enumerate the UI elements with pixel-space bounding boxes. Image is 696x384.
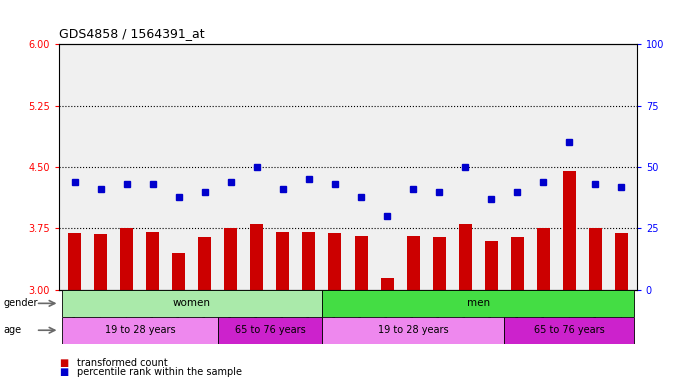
Bar bbox=[62, 317, 218, 344]
Bar bbox=[381, 278, 393, 290]
Bar bbox=[354, 236, 367, 290]
Bar bbox=[484, 241, 498, 290]
Text: ■: ■ bbox=[59, 358, 68, 368]
Bar bbox=[511, 237, 523, 290]
Bar bbox=[562, 171, 576, 290]
Text: transformed count: transformed count bbox=[77, 358, 167, 368]
Text: ■: ■ bbox=[59, 367, 68, 377]
Text: percentile rank within the sample: percentile rank within the sample bbox=[77, 367, 242, 377]
Bar bbox=[146, 232, 159, 290]
Bar bbox=[322, 317, 504, 344]
Text: GDS4858 / 1564391_at: GDS4858 / 1564391_at bbox=[59, 27, 205, 40]
Bar bbox=[198, 237, 212, 290]
Bar bbox=[276, 232, 290, 290]
Bar bbox=[615, 233, 628, 290]
Bar bbox=[406, 236, 420, 290]
Bar bbox=[504, 317, 634, 344]
Bar bbox=[322, 290, 634, 317]
Text: age: age bbox=[3, 325, 22, 335]
Bar bbox=[68, 233, 81, 290]
Bar bbox=[120, 228, 134, 290]
Text: 65 to 76 years: 65 to 76 years bbox=[534, 325, 605, 335]
Text: men: men bbox=[466, 298, 490, 308]
Bar bbox=[433, 237, 445, 290]
Bar bbox=[589, 228, 602, 290]
Bar bbox=[537, 228, 550, 290]
Text: women: women bbox=[173, 298, 211, 308]
Text: gender: gender bbox=[3, 298, 38, 308]
Bar bbox=[459, 224, 472, 290]
Bar bbox=[62, 290, 322, 317]
Text: 19 to 28 years: 19 to 28 years bbox=[378, 325, 448, 335]
Bar bbox=[173, 253, 185, 290]
Bar bbox=[251, 224, 263, 290]
Bar bbox=[329, 233, 342, 290]
Text: 65 to 76 years: 65 to 76 years bbox=[235, 325, 306, 335]
Bar bbox=[218, 317, 322, 344]
Bar bbox=[94, 234, 107, 290]
Bar bbox=[224, 228, 237, 290]
Text: 19 to 28 years: 19 to 28 years bbox=[104, 325, 175, 335]
Bar bbox=[303, 232, 315, 290]
